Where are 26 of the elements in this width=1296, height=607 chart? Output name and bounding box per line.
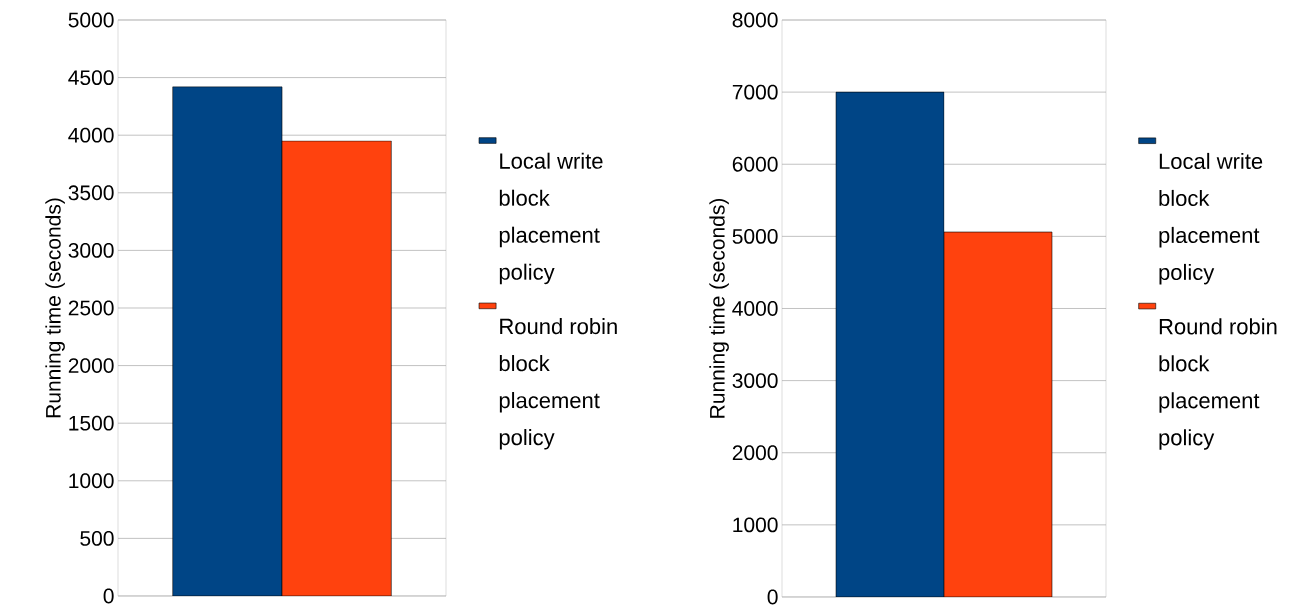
y-tick-label: 2000: [68, 358, 114, 374]
y-tick-label: 3000: [732, 373, 778, 389]
y-axis-title: Running time (seconds): [709, 198, 729, 418]
legend-label: Round robin block placement policy: [1159, 318, 1277, 450]
y-tick-label: 0: [103, 588, 114, 604]
y-tick-label: 2000: [732, 445, 778, 461]
y-tick-label: 4500: [68, 70, 114, 86]
y-tick-label: 5000: [68, 12, 114, 28]
y-tick-label: 4000: [68, 127, 114, 143]
legend-label: Round robin block placement policy: [499, 318, 617, 450]
y-tick-label: 1500: [69, 415, 114, 431]
y-tick-label: 1000: [69, 473, 114, 489]
y-tick-label: 3500: [68, 185, 114, 201]
y-tick-label: 4000: [732, 301, 778, 316]
y-tick-label: 2500: [68, 300, 114, 316]
y-tick-label: 1000: [733, 517, 778, 533]
y-tick-label: 6000: [732, 156, 778, 172]
y-tick-label: 0: [767, 589, 778, 605]
y-tick-label: 500: [80, 530, 114, 546]
y-tick-label: 8000: [732, 12, 778, 28]
y-axis-title: Running time (seconds): [45, 198, 65, 418]
legend-label: Local write block placement policy: [499, 152, 603, 285]
legend-label: Local write block placement policy: [1159, 152, 1263, 285]
y-tick-label: 7000: [732, 84, 778, 100]
y-tick-label: 5000: [732, 228, 778, 244]
y-tick-label: 3000: [68, 242, 114, 258]
